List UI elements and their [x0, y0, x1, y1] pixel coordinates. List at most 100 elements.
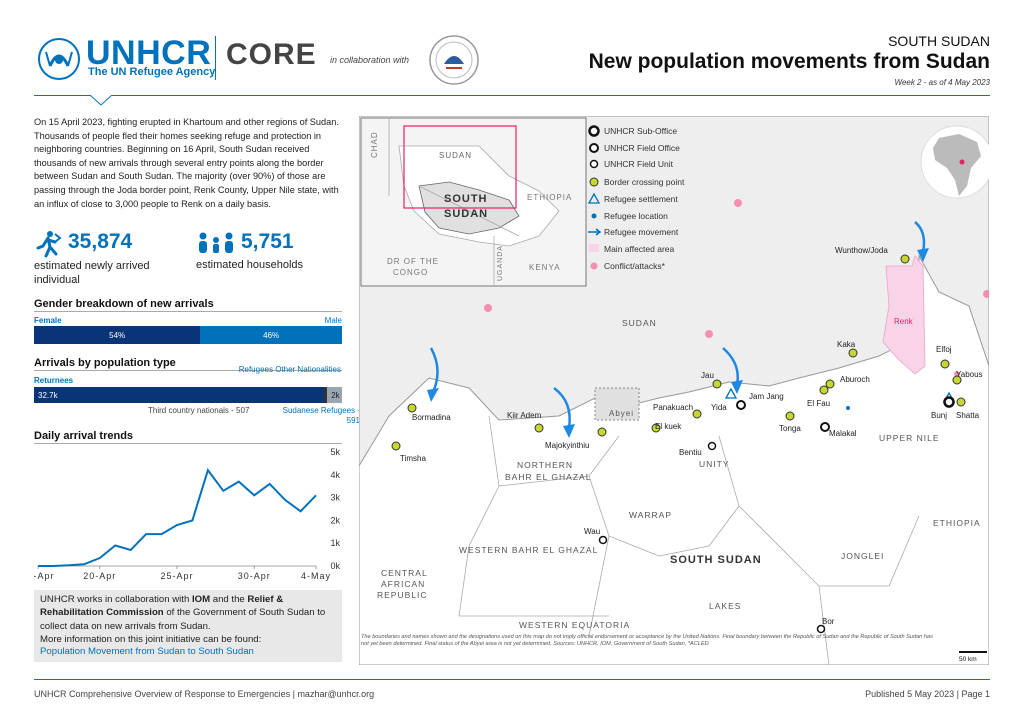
page-title: New population movements from Sudan [588, 50, 990, 73]
inset-drc: DR OF THE [387, 257, 439, 266]
map-scale: 50 km [959, 656, 977, 663]
place-yida: Yida [711, 403, 727, 412]
y-tick-label: 0k [330, 561, 340, 571]
legend-field-unit: UNHCR Field Unit [604, 159, 674, 169]
third-country-label: Third country nationals - 507 [148, 406, 250, 415]
gender-bar: 54% 46% [34, 326, 342, 344]
region-sudan: SUDAN [622, 318, 657, 328]
place-malakal: Malakal [829, 429, 857, 438]
main-affected-area [882, 255, 926, 375]
inset-ethiopia: ETHIOPIA [527, 193, 572, 202]
place-kiiradem: Kiir Adem [507, 411, 542, 420]
arrivals-value: 35,874 [68, 230, 133, 253]
org-name: UNHCR [86, 34, 212, 72]
region-nbeg-2: BAHR EL GHAZAL [505, 472, 591, 482]
population-refugees-segment: 2k [324, 387, 342, 403]
legend-movement: Refugee movement [604, 227, 679, 237]
place-elkuek: El kuek [655, 422, 682, 431]
note-text-post: of the Government of South Sudan to coll… [40, 607, 326, 632]
arrow-majok [553, 386, 571, 429]
inset-chad: CHAD [370, 131, 379, 158]
population-title: Arrivals by population type [34, 357, 176, 369]
africa-locator [920, 125, 989, 199]
arrivals-label: estimated newly arrived individual [34, 260, 150, 286]
note-text: UNHCR works in collaboration with IOM an… [40, 593, 340, 646]
daily-trend-chart: 0k 1k 2k 3k 4k 5k 16-Apr 20-Apr 25-Apr 30-Apr 4-Ma… [34, 447, 340, 581]
gender-female-segment: 54% [34, 326, 201, 344]
south-sudan-land [359, 254, 989, 665]
map-legend: UNHCR Sub-Office UNHCR Field Office UNHC… [587, 125, 685, 271]
y-tick-label: 1k [330, 538, 340, 548]
place-bormadina: Bormadina [412, 413, 451, 422]
region-wbeg: WESTERN BAHR EL GHAZAL [459, 545, 598, 555]
population-returnees-label: Returnees [34, 376, 74, 385]
region-ethiopia: ETHIOPIA [933, 518, 981, 528]
arrow-bormadina [429, 347, 439, 393]
region-car-2: AFRICAN [381, 579, 425, 589]
y-tick-label: 3k [330, 493, 340, 503]
place-wau: Wau [584, 527, 600, 536]
sudanese-refugees-label: Sudanese Refugees - 591 [282, 406, 360, 425]
place-elfau: El Fau [807, 399, 830, 408]
place-kaka: Kaka [837, 340, 856, 349]
population-rule [34, 370, 342, 371]
region-upper-nile: UPPER NILE [879, 433, 940, 443]
gender-male-segment: 46% [200, 326, 342, 344]
gender-female-label: Female [34, 316, 62, 325]
header-divider [215, 36, 216, 80]
households-label: estimated households [196, 259, 304, 271]
gender-title: Gender breakdown of new arrivals [34, 298, 214, 310]
place-wunthow: Wunthow/Joda [835, 246, 888, 255]
place-bor: Bor [822, 617, 835, 626]
x-tick-label: 16-Apr [34, 571, 55, 581]
legend-field-office: UNHCR Field Office [604, 143, 680, 153]
place-bunj: Bunj [931, 411, 947, 420]
collab-text: in collaboration with [330, 55, 410, 65]
arrow-joda [914, 221, 926, 253]
footer-right: Published 5 May 2023 | Page 1 [865, 689, 990, 699]
inset-uganda: UGANDA [497, 245, 504, 281]
abyei-area [594, 387, 640, 421]
country-label: SOUTH SUDAN [888, 33, 990, 49]
inset-south-sudan-2: SUDAN [444, 208, 488, 220]
intro-paragraph: On 15 April 2023, fighting erupted in Kh… [34, 117, 339, 209]
daily-rule [34, 443, 342, 444]
region-warrap: WARRAP [629, 510, 672, 520]
note-text-pre: UNHCR works in collaboration with [40, 594, 192, 605]
note-text-mid: and the [210, 594, 248, 605]
legend-settlement: Refugee settlement [604, 194, 678, 204]
gender-male-label: Male [324, 316, 342, 325]
region-car-3: REPUBLIC [377, 590, 428, 600]
population-movement-link[interactable]: Population Movement from Sudan to South … [40, 646, 254, 657]
footer-left: UNHCR Comprehensive Overview of Response… [34, 689, 375, 699]
x-tick-label: 4-May [301, 571, 331, 581]
x-tick-label: 20-Apr [83, 571, 116, 581]
note-box [34, 590, 342, 662]
region-we: WESTERN EQUATORIA [519, 620, 630, 630]
place-elfoj: Elfoj [936, 345, 952, 354]
header-rule [34, 95, 990, 96]
note-more-info: More information on this joint initiativ… [40, 633, 262, 645]
map: CHAD SUDAN SOUTH SUDAN ETHIOPIA DR OF TH… [359, 116, 989, 665]
inset-drc-2: CONGO [393, 268, 428, 277]
org-tagline: The UN Refugee Agency [88, 66, 216, 78]
region-car-1: CENTRAL [381, 568, 428, 578]
y-tick-label: 4k [330, 470, 340, 480]
arrow-jamjang [722, 347, 739, 385]
x-tick-label: 25-Apr [160, 571, 193, 581]
person-running-icon [36, 231, 62, 258]
region-abyei: Abyei [609, 409, 634, 418]
legend-refugee-location: Refugee location [604, 211, 668, 221]
place-shatta: Shatta [956, 411, 980, 420]
place-aburoch: Aburoch [840, 375, 870, 384]
week-label: Week 2 - as of 4 May 2023 [894, 78, 990, 87]
unhcr-logo-icon [38, 38, 80, 80]
legend-main-area: Main affected area [604, 244, 675, 254]
population-returnees-segment: 32.7k [34, 387, 325, 403]
place-yabous: Yabous [956, 370, 983, 379]
gender-rule [34, 311, 342, 312]
region-renk: Renk [894, 317, 914, 326]
region-lakes: LAKES [709, 601, 741, 611]
map-disclaimer: The boundaries and names shown and the d… [361, 634, 933, 648]
region-nbeg-1: NORTHERN [517, 460, 573, 470]
